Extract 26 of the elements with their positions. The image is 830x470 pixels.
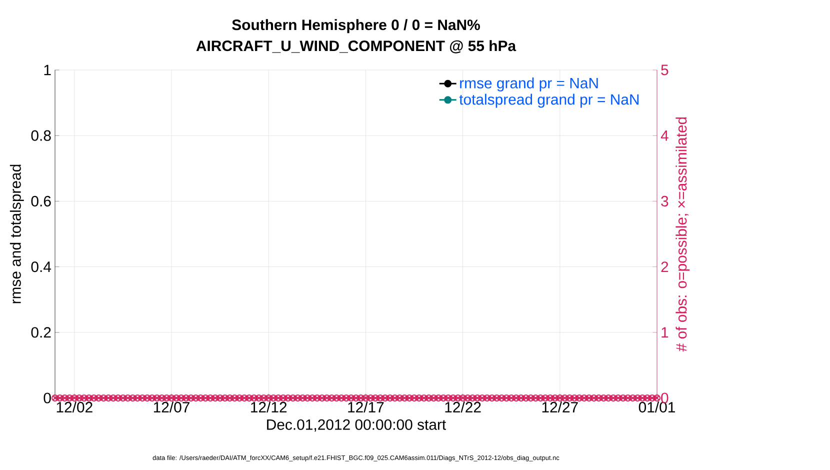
y2-tick-label: 5 <box>661 64 668 76</box>
y-tick-label: 0.6 <box>31 196 51 206</box>
y-tick-label: 0.8 <box>31 130 51 141</box>
x-tick-label: 12/02 <box>56 402 92 412</box>
legend-label: rmse grand pr = NaN <box>460 77 598 92</box>
legend-label: totalspread grand pr = NaN <box>459 94 639 108</box>
y-tick-label: 1 <box>44 64 51 76</box>
chart-title: Southern Hemisphere 0 / 0 = NaN% <box>232 19 480 34</box>
y-tick-label: 0 <box>44 392 51 404</box>
x-axis-title: Dec.01,2012 00:00:00 start <box>267 419 446 432</box>
x-tick-label: 12/07 <box>154 402 190 412</box>
y-axis-title: rmse and totalspread <box>10 164 24 304</box>
y2-tick-label: 1 <box>662 327 668 338</box>
y2-tick-label: 2 <box>661 262 668 272</box>
y2-axis-title: # of obs: o=possible; ×=assimilated <box>676 117 690 352</box>
x-tick-label: 12/12 <box>251 402 287 412</box>
y-tick-label: 0.2 <box>31 327 51 338</box>
x-tick-label: 12/17 <box>348 402 384 412</box>
chart-subtitle: AIRCRAFT_U_WIND_COMPONENT @ 55 hPa <box>196 40 516 54</box>
y2-tick-label: 4 <box>660 130 668 141</box>
y2-tick-label: 0 <box>661 392 668 404</box>
x-tick-label: 12/27 <box>542 402 578 412</box>
y2-tick-label: 3 <box>661 196 668 206</box>
x-tick-label: 01/01 <box>638 402 675 412</box>
y-tick-label: 0.4 <box>31 262 52 272</box>
x-tick-label: 12/22 <box>445 402 481 412</box>
